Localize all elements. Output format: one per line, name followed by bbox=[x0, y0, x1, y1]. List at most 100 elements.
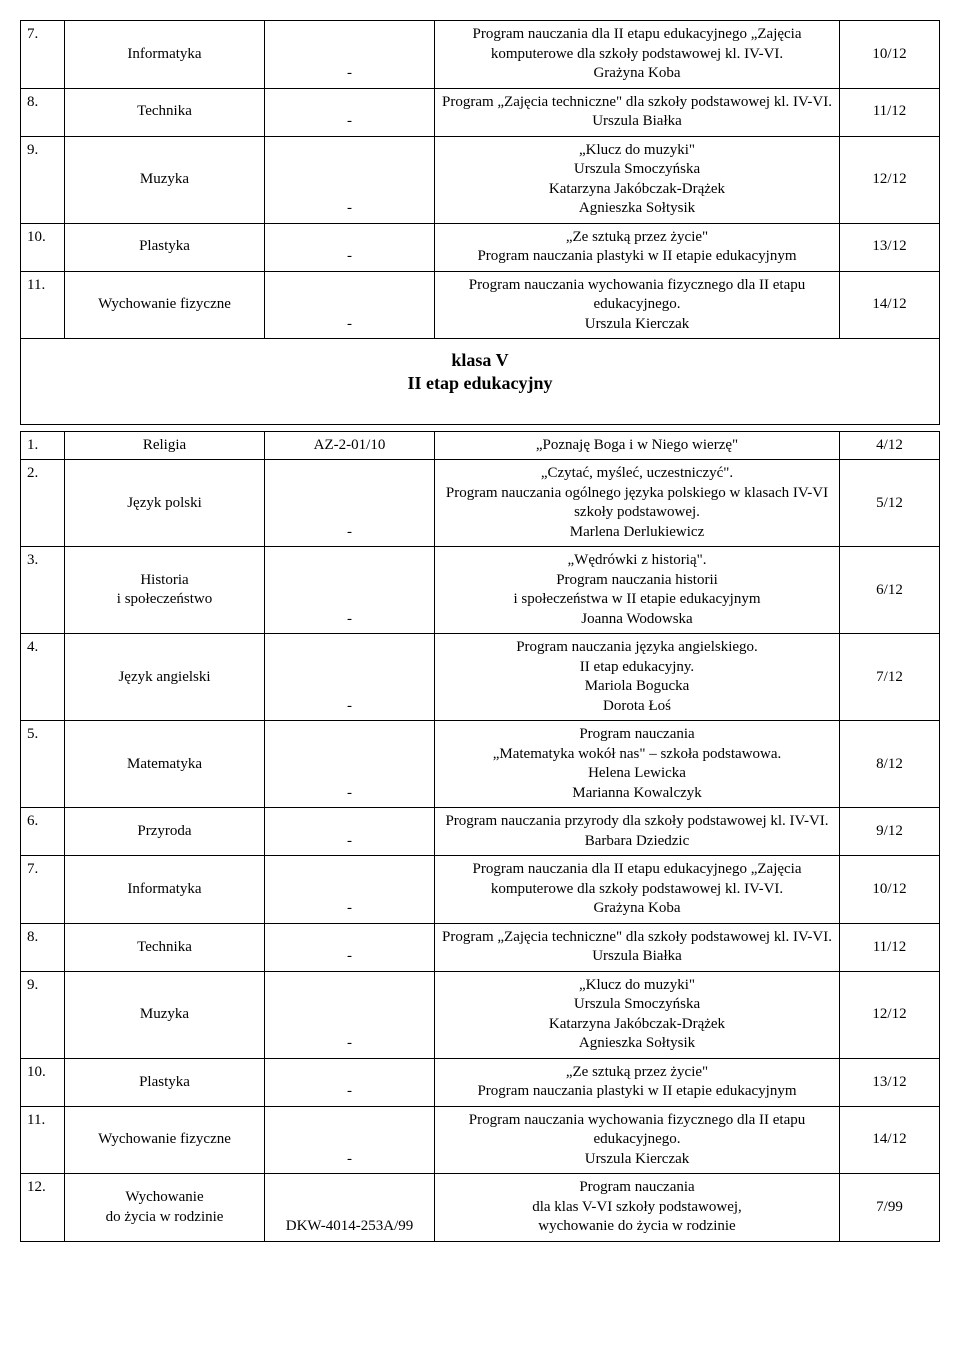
row-number: 1. bbox=[21, 431, 65, 460]
code-cell: - bbox=[265, 136, 435, 223]
code-cell: AZ-2-01/10 bbox=[265, 431, 435, 460]
description-cell: Program nauczania wychowania fizycznego … bbox=[435, 271, 840, 339]
row-number: 10. bbox=[21, 223, 65, 271]
subject-cell: Plastyka bbox=[65, 223, 265, 271]
table-row: 10.Plastyka-„Ze sztuką przez życie"Progr… bbox=[21, 1058, 940, 1106]
code-cell: - bbox=[265, 721, 435, 808]
table-row: 8.Technika-Program „Zajęcia techniczne" … bbox=[21, 923, 940, 971]
table-row: 10.Plastyka-„Ze sztuką przez życie"Progr… bbox=[21, 223, 940, 271]
code-cell: - bbox=[265, 808, 435, 856]
reference-cell: 11/12 bbox=[840, 88, 940, 136]
code-cell: - bbox=[265, 460, 435, 547]
table-row: 11.Wychowanie fizyczne-Program nauczania… bbox=[21, 1106, 940, 1174]
subject-cell: Wychowanie fizyczne bbox=[65, 271, 265, 339]
row-number: 12. bbox=[21, 1174, 65, 1242]
table-row: 8.Technika-Program „Zajęcia techniczne" … bbox=[21, 88, 940, 136]
code-cell: - bbox=[265, 21, 435, 89]
row-number: 4. bbox=[21, 634, 65, 721]
curriculum-table-lower: 1.ReligiaAZ-2-01/10„Poznaję Boga i w Nie… bbox=[20, 431, 940, 1242]
subject-cell: Muzyka bbox=[65, 971, 265, 1058]
section-header-text: klasa VII etap edukacyjny bbox=[21, 349, 939, 396]
subject-cell: Język polski bbox=[65, 460, 265, 547]
subject-cell: Muzyka bbox=[65, 136, 265, 223]
code-cell: - bbox=[265, 547, 435, 634]
curriculum-table-upper: 7.Informatyka-Program nauczania dla II e… bbox=[20, 20, 940, 425]
code-cell: - bbox=[265, 1058, 435, 1106]
table-row: 5.Matematyka-Program nauczania„Matematyk… bbox=[21, 721, 940, 808]
row-number: 5. bbox=[21, 721, 65, 808]
row-number: 7. bbox=[21, 21, 65, 89]
section-header-cell: klasa VII etap edukacyjny bbox=[21, 339, 940, 425]
subject-cell: Wychowaniedo życia w rodzinie bbox=[65, 1174, 265, 1242]
reference-cell: 14/12 bbox=[840, 1106, 940, 1174]
row-number: 3. bbox=[21, 547, 65, 634]
row-number: 8. bbox=[21, 923, 65, 971]
row-number: 11. bbox=[21, 271, 65, 339]
code-cell: - bbox=[265, 223, 435, 271]
table-row: 7.Informatyka-Program nauczania dla II e… bbox=[21, 21, 940, 89]
description-cell: Program „Zajęcia techniczne" dla szkoły … bbox=[435, 923, 840, 971]
description-cell: Program nauczania przyrody dla szkoły po… bbox=[435, 808, 840, 856]
reference-cell: 9/12 bbox=[840, 808, 940, 856]
subject-cell: Informatyka bbox=[65, 21, 265, 89]
reference-cell: 6/12 bbox=[840, 547, 940, 634]
section-header-row: klasa VII etap edukacyjny bbox=[21, 339, 940, 425]
row-number: 11. bbox=[21, 1106, 65, 1174]
subject-cell: Język angielski bbox=[65, 634, 265, 721]
description-cell: Program nauczania języka angielskiego.II… bbox=[435, 634, 840, 721]
description-cell: „Wędrówki z historią".Program nauczania … bbox=[435, 547, 840, 634]
reference-cell: 4/12 bbox=[840, 431, 940, 460]
table-row: 3.Historiai społeczeństwo-„Wędrówki z hi… bbox=[21, 547, 940, 634]
row-number: 9. bbox=[21, 136, 65, 223]
reference-cell: 10/12 bbox=[840, 856, 940, 924]
code-cell: - bbox=[265, 271, 435, 339]
table-row: 12.Wychowaniedo życia w rodzinieDKW-4014… bbox=[21, 1174, 940, 1242]
subject-cell: Historiai społeczeństwo bbox=[65, 547, 265, 634]
row-number: 10. bbox=[21, 1058, 65, 1106]
subject-cell: Plastyka bbox=[65, 1058, 265, 1106]
table-row: 11.Wychowanie fizyczne-Program nauczania… bbox=[21, 271, 940, 339]
reference-cell: 14/12 bbox=[840, 271, 940, 339]
reference-cell: 13/12 bbox=[840, 223, 940, 271]
code-cell: - bbox=[265, 923, 435, 971]
reference-cell: 7/99 bbox=[840, 1174, 940, 1242]
description-cell: Program nauczaniadla klas V-VI szkoły po… bbox=[435, 1174, 840, 1242]
table-row: 9.Muzyka-„Klucz do muzyki"Urszula Smoczy… bbox=[21, 971, 940, 1058]
subject-cell: Informatyka bbox=[65, 856, 265, 924]
description-cell: Program „Zajęcia techniczne" dla szkoły … bbox=[435, 88, 840, 136]
table-row: 2.Język polski-„Czytać, myśleć, uczestni… bbox=[21, 460, 940, 547]
code-cell: DKW-4014-253A/99 bbox=[265, 1174, 435, 1242]
code-cell: - bbox=[265, 634, 435, 721]
subject-cell: Wychowanie fizyczne bbox=[65, 1106, 265, 1174]
code-cell: - bbox=[265, 88, 435, 136]
reference-cell: 13/12 bbox=[840, 1058, 940, 1106]
reference-cell: 5/12 bbox=[840, 460, 940, 547]
table-row: 1.ReligiaAZ-2-01/10„Poznaję Boga i w Nie… bbox=[21, 431, 940, 460]
reference-cell: 10/12 bbox=[840, 21, 940, 89]
description-cell: „Klucz do muzyki"Urszula SmoczyńskaKatar… bbox=[435, 971, 840, 1058]
description-cell: „Poznaję Boga i w Niego wierzę" bbox=[435, 431, 840, 460]
reference-cell: 11/12 bbox=[840, 923, 940, 971]
subject-cell: Przyroda bbox=[65, 808, 265, 856]
description-cell: Program nauczania dla II etapu edukacyjn… bbox=[435, 21, 840, 89]
row-number: 6. bbox=[21, 808, 65, 856]
table-row: 7.Informatyka-Program nauczania dla II e… bbox=[21, 856, 940, 924]
description-cell: Program nauczania dla II etapu edukacyjn… bbox=[435, 856, 840, 924]
description-cell: Program nauczania wychowania fizycznego … bbox=[435, 1106, 840, 1174]
description-cell: „Klucz do muzyki"Urszula SmoczyńskaKatar… bbox=[435, 136, 840, 223]
table-row: 9.Muzyka-„Klucz do muzyki"Urszula Smoczy… bbox=[21, 136, 940, 223]
reference-cell: 12/12 bbox=[840, 971, 940, 1058]
description-cell: Program nauczania„Matematyka wokół nas" … bbox=[435, 721, 840, 808]
table-row: 4.Język angielski-Program nauczania języ… bbox=[21, 634, 940, 721]
description-cell: „Ze sztuką przez życie"Program nauczania… bbox=[435, 223, 840, 271]
reference-cell: 8/12 bbox=[840, 721, 940, 808]
reference-cell: 7/12 bbox=[840, 634, 940, 721]
reference-cell: 12/12 bbox=[840, 136, 940, 223]
subject-cell: Technika bbox=[65, 88, 265, 136]
code-cell: - bbox=[265, 856, 435, 924]
row-number: 9. bbox=[21, 971, 65, 1058]
description-cell: „Czytać, myśleć, uczestniczyć".Program n… bbox=[435, 460, 840, 547]
row-number: 7. bbox=[21, 856, 65, 924]
code-cell: - bbox=[265, 971, 435, 1058]
description-cell: „Ze sztuką przez życie"Program nauczania… bbox=[435, 1058, 840, 1106]
